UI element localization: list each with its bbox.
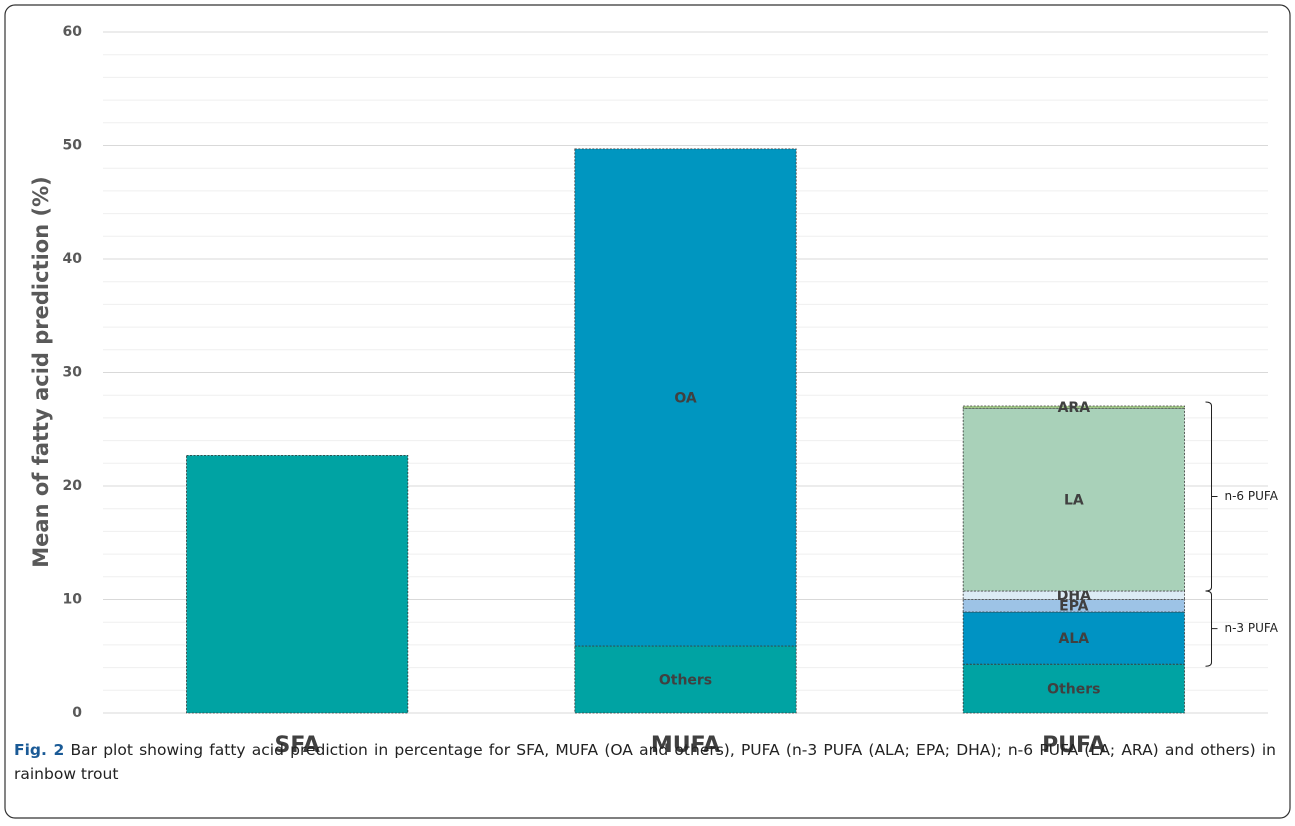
bracket-label: n-3 PUFA — [1225, 621, 1279, 635]
caption-text: Bar plot showing fatty acid prediction i… — [14, 741, 1276, 783]
bar-segment — [962, 611, 1185, 665]
bracket — [1205, 590, 1218, 667]
bar-segment — [962, 590, 1185, 600]
y-tick-label: 30 — [63, 365, 83, 381]
bar-segment — [962, 663, 1185, 714]
bar-segment — [186, 454, 409, 714]
bar-segment — [574, 645, 797, 714]
segment-label: EPA — [1059, 599, 1089, 615]
x-tick-label: SFA — [274, 733, 319, 758]
frame — [4, 4, 1291, 819]
segment-label: Others — [1047, 682, 1100, 698]
y-tick-label: 10 — [63, 592, 83, 608]
bar-segment — [962, 599, 1185, 613]
segment-label: OA — [674, 390, 697, 406]
x-tick-label: MUFA — [651, 733, 720, 758]
y-axis-label: Mean of fatty acid prediction (%) — [29, 176, 53, 567]
bracket — [1205, 401, 1218, 592]
bracket-label: n-6 PUFA — [1225, 489, 1279, 503]
y-tick-label: 50 — [63, 138, 83, 154]
segment-label: Others — [659, 673, 712, 689]
x-tick-label: PUFA — [1042, 733, 1106, 758]
bar-segment — [962, 407, 1185, 592]
segment-label: LA — [1064, 493, 1084, 509]
caption-label: Fig. 2 — [14, 741, 65, 759]
segment-label: DHA — [1057, 588, 1091, 604]
y-tick-label: 40 — [63, 251, 83, 267]
y-tick-label: 0 — [72, 705, 82, 721]
bar-segment — [962, 405, 1185, 409]
y-tick-label: 20 — [63, 478, 83, 494]
segment-label: ARA — [1058, 400, 1091, 416]
caption: Fig. 2 Bar plot showing fatty acid predi… — [14, 738, 1276, 786]
bar-segment — [574, 148, 797, 647]
segment-label: ALA — [1059, 631, 1090, 647]
y-tick-label: 60 — [63, 24, 83, 40]
